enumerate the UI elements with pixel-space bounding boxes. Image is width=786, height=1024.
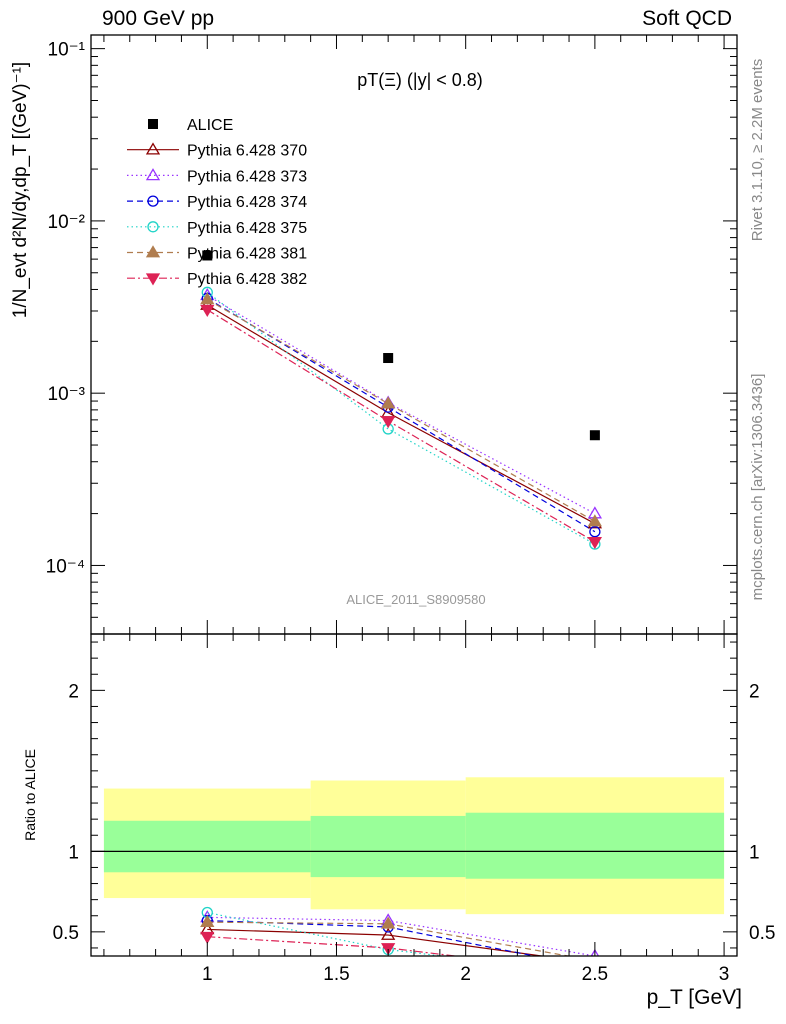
legend-marker: [145, 168, 161, 181]
header-right: Soft QCD: [642, 7, 732, 30]
legend-marker: [147, 221, 159, 233]
x-tick-label: 2.5: [582, 964, 608, 985]
y-tick-label: 10⁻³: [48, 384, 86, 405]
band-inner: [310, 815, 466, 878]
analysis-id: ALICE_2011_S8909580: [346, 592, 485, 607]
legend-marker: [147, 195, 159, 207]
y-tick-label: 10⁻⁴: [46, 556, 85, 577]
legend-label: Pythia 6.428 373: [187, 168, 307, 185]
legend: ALICE Pythia 6.428 370 Pythia 6.428 373 Pyt…: [127, 117, 307, 288]
x-tick-label: 1: [202, 964, 213, 985]
ratio-tick-label-left: 1: [68, 842, 79, 863]
series-line: [206, 294, 596, 515]
band-inner: [465, 812, 725, 879]
legend-label: ALICE: [187, 117, 233, 134]
ratio-tick-label-left: 2: [68, 681, 79, 702]
x-axis-label: p_T [GeV]: [647, 986, 742, 1009]
ratio-tick-label-right: 0.5: [749, 923, 775, 944]
legend-marker: [148, 119, 158, 129]
main-ticks: 10⁻¹ 10⁻² 10⁻³ 10⁻⁴: [46, 35, 737, 635]
ratio-ticks: 1 1.5 2 2.5 3 2 2 1 1 0.5 0.5: [53, 634, 775, 985]
series-point: [200, 292, 215, 305]
series-line: [206, 297, 596, 533]
series-point: [381, 396, 396, 409]
legend-label: Pythia 6.428 370: [187, 143, 307, 160]
series-point: [587, 514, 603, 527]
series-point: [589, 526, 601, 538]
ratio-series-line: [207, 928, 547, 956]
x-tick-label: 1.5: [323, 964, 349, 985]
legend-label: Pythia 6.428 382: [187, 271, 307, 288]
main-panel: [200, 250, 603, 550]
legend-label: Pythia 6.428 375: [187, 220, 307, 237]
data-point: [383, 353, 394, 364]
band-inner: [103, 820, 311, 873]
header-left: 900 GeV pp: [102, 7, 215, 30]
legend-label: Pythia 6.428 374: [187, 194, 307, 211]
ratio-series-point: [381, 927, 396, 940]
ratio-series-point: [200, 931, 215, 944]
series-point: [587, 537, 603, 550]
y-tick-label: 10⁻¹: [48, 40, 86, 61]
source-label: mcplots.cern.ch [arXiv:1306.3436]: [749, 374, 766, 601]
legend-marker: [145, 273, 161, 286]
x-tick-label: 3: [719, 964, 730, 985]
ratio-series-line: [207, 919, 538, 956]
rivet-label: Rivet 3.1.10, ≥ 2.2M events: [749, 59, 766, 242]
ratio-panel: [91, 777, 737, 956]
series-line: [206, 298, 596, 522]
ratio-series-point: [590, 948, 600, 956]
ratio-series-point: [381, 943, 396, 956]
y-axis-label-bottom: Ratio to ALICE: [22, 749, 38, 841]
y-axis-label-top: 1/N_evt d²N/dy,dp_T [(GeV)⁻¹]: [10, 62, 31, 318]
series-point: [200, 304, 215, 318]
ratio-series-point: [200, 914, 215, 928]
chart-title: pT(Ξ) (|y| < 0.8): [357, 70, 483, 90]
ratio-series-point: [381, 916, 396, 929]
ratio-tick-label-right: 2: [749, 681, 760, 702]
legend-marker: [145, 142, 161, 155]
series-point: [381, 416, 396, 429]
ratio-series-line: [207, 911, 447, 956]
series-line: [206, 309, 596, 543]
ratio-tick-label-left: 0.5: [53, 923, 79, 944]
x-tick-label: 2: [460, 964, 471, 985]
y-tick-label: 10⁻²: [48, 212, 86, 233]
data-point: [202, 250, 213, 261]
ratio-tick-label-right: 1: [749, 842, 760, 863]
legend-marker: [145, 245, 161, 258]
data-point: [589, 430, 600, 441]
legend-label: Pythia 6.428 381: [187, 246, 307, 263]
